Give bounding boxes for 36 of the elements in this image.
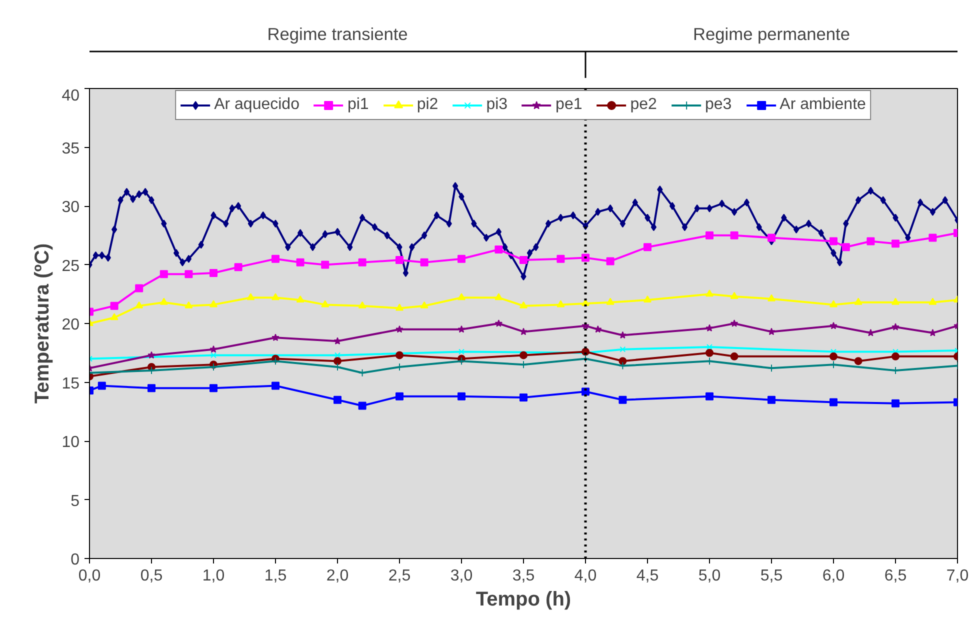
x-tick-label: 7,0 [946,568,969,584]
y-tick-label: 25 [62,258,80,275]
y-tick-label: 20 [62,316,80,334]
y-axis-title: Temperatura (ºC) [32,243,54,404]
x-tick-label: 6,0 [822,568,845,584]
x-tick-label: 4,0 [574,568,597,584]
y-tick-label: 30 [62,199,80,216]
x-tick-label: 0,5 [140,568,163,584]
x-axis-title: Tempo (h) [476,588,572,610]
x-tick-label: 5,5 [760,568,783,584]
legend-label: pe1 [556,96,582,114]
legend-label: Ar aquecido [214,96,300,114]
x-tick-label: 1,0 [202,568,225,584]
y-tick-label: 5 [70,492,80,510]
x-tick-label: 0,0 [78,568,101,584]
legend-label: pi3 [486,96,508,114]
y-tick-label: 0 [70,552,80,568]
legend-label: pe3 [704,96,732,114]
legend-label: pi2 [416,96,438,114]
x-tick-label: 5,0 [698,568,721,584]
y-tick-label: 15 [62,375,80,392]
y-tick-label: 35 [62,140,80,158]
legend-label: pi1 [347,96,369,114]
legend-label: pe2 [630,96,657,114]
y-tick-label: 40 [62,88,80,104]
x-tick-label: 1,5 [264,568,287,584]
x-tick-label: 3,5 [512,568,535,584]
x-tick-label: 6,5 [884,568,907,584]
text: Regime transiente [267,24,408,44]
x-tick-label: 2,0 [326,568,349,584]
y-tick-label: 10 [62,434,80,451]
x-tick-label: 2,5 [388,568,411,584]
legend-label: Ar ambiente [780,96,866,114]
x-tick-label: 3,0 [450,568,473,584]
text: Regime permanente [693,24,850,44]
x-tick-label: 4,5 [636,568,659,584]
